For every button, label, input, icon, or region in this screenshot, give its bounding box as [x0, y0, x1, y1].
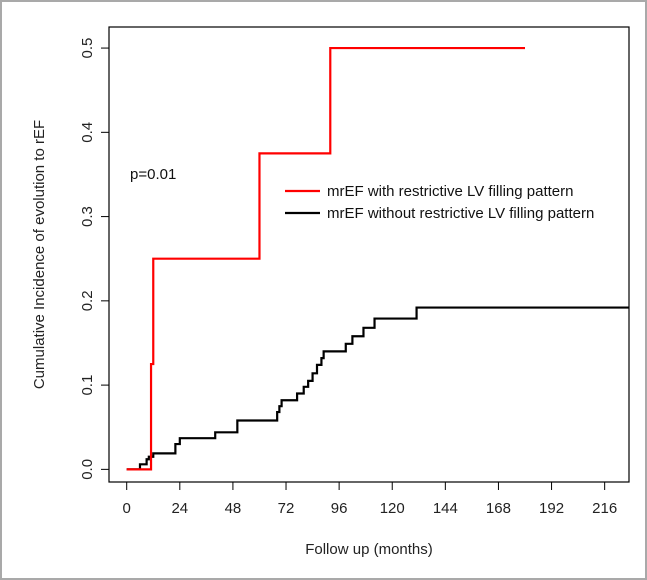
series-line-0 — [126, 46, 525, 471]
plot-area-border — [108, 26, 630, 483]
x-tick-label: 48 — [225, 500, 242, 517]
x-tick-label: 96 — [331, 500, 348, 517]
y-tick-label: 0.0 — [79, 459, 96, 480]
series-line-1 — [126, 306, 629, 471]
legend-label-0: mrEF with restrictive LV filling pattern — [327, 183, 573, 200]
y-tick-label: 0.1 — [79, 375, 96, 396]
x-tick-label: 192 — [539, 500, 564, 517]
x-tick-label: 0 — [123, 500, 131, 517]
y-tick-label: 0.3 — [79, 206, 96, 227]
x-tick-label: 24 — [171, 500, 188, 517]
legend-label-1: mrEF without restrictive LV filling patt… — [327, 205, 594, 222]
p-value-annotation: p=0.01 — [130, 166, 176, 183]
x-axis-title: Follow up (months) — [305, 541, 433, 558]
y-axis-title: Cumulative Incidence of evolution to rEF — [31, 120, 48, 389]
x-tick-label: 72 — [278, 500, 295, 517]
y-tick-label: 0.2 — [79, 290, 96, 311]
x-tick-label: 120 — [380, 500, 405, 517]
y-tick-label: 0.5 — [79, 38, 96, 59]
x-tick-label: 216 — [592, 500, 617, 517]
x-tick-label: 144 — [433, 500, 458, 517]
y-tick-label: 0.4 — [79, 122, 96, 143]
x-tick-label: 168 — [486, 500, 511, 517]
